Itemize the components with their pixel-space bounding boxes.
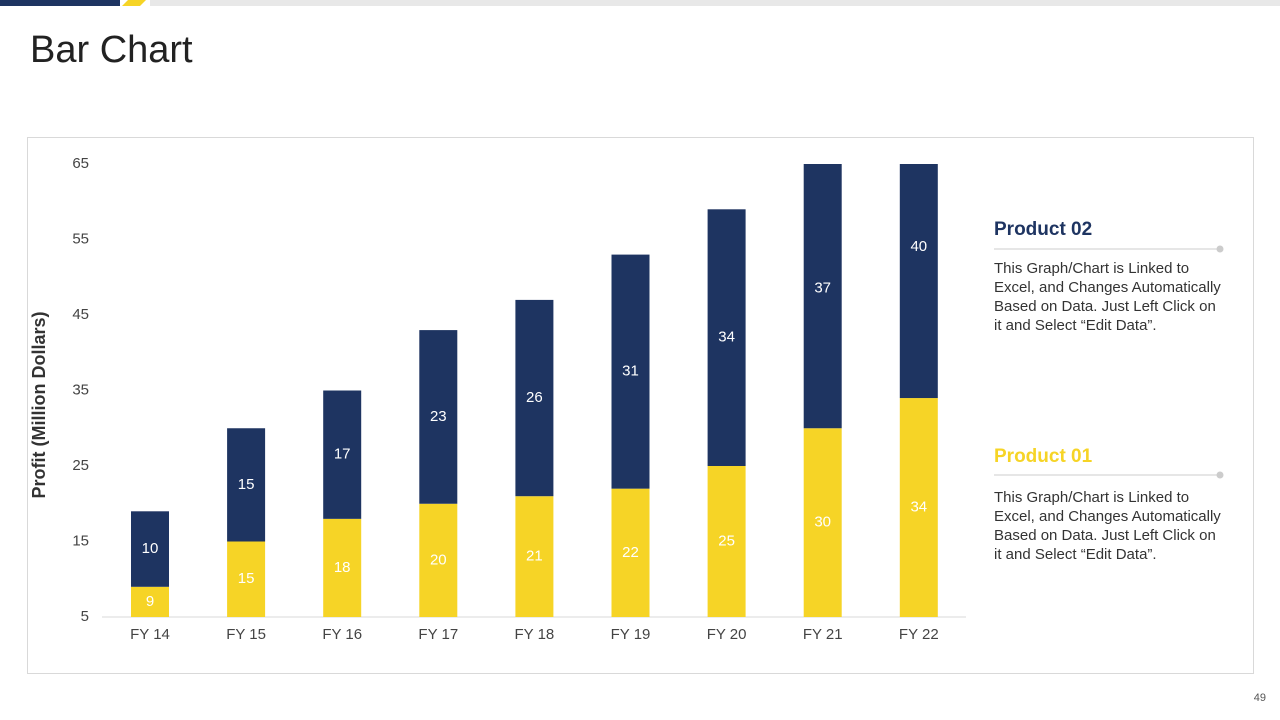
bar-segment xyxy=(515,496,554,617)
series-heading: Product 01 xyxy=(994,446,1093,467)
top-bar xyxy=(0,0,120,6)
y-tick-label: 35 xyxy=(72,381,89,398)
bar-segment xyxy=(707,209,746,467)
y-tick-label: 15 xyxy=(72,532,89,549)
bar-segment xyxy=(803,428,842,617)
data-label: 18 xyxy=(334,559,351,576)
page-number: 49 xyxy=(1254,692,1266,704)
chart-frame xyxy=(27,137,1254,674)
bar-segment xyxy=(899,164,938,399)
x-tick-label: FY 20 xyxy=(707,626,747,643)
x-tick-label: FY 22 xyxy=(899,626,939,643)
divider-dot xyxy=(1216,471,1224,479)
y-tick-label: 25 xyxy=(72,457,89,474)
data-label: 21 xyxy=(526,548,543,565)
series-heading: Product 02 xyxy=(994,219,1093,240)
note: This Graph/Chart is Linked to Excel, and… xyxy=(994,260,1221,334)
data-label: 40 xyxy=(910,238,927,255)
data-label: 37 xyxy=(814,280,831,297)
data-label: 34 xyxy=(910,498,927,515)
data-label: 17 xyxy=(334,446,351,463)
data-label: 30 xyxy=(814,514,831,531)
data-label: 15 xyxy=(238,570,255,587)
data-label: 26 xyxy=(526,389,543,406)
x-tick-label: FY 16 xyxy=(322,626,362,643)
data-label: 10 xyxy=(142,540,159,557)
note: This Graph/Chart is Linked to Excel, and… xyxy=(994,489,1221,563)
x-tick-label: FY 14 xyxy=(130,626,170,643)
bar-segment xyxy=(899,398,938,617)
x-tick-label: FY 17 xyxy=(418,626,458,643)
y-axis-label: Profit (Million Dollars) xyxy=(29,311,49,498)
bar-segment xyxy=(419,330,458,504)
bar-segment xyxy=(323,390,362,519)
x-tick-label: FY 15 xyxy=(226,626,266,643)
top-accent xyxy=(122,0,146,6)
data-label: 15 xyxy=(238,476,255,493)
top-line xyxy=(150,0,1280,6)
data-label: 23 xyxy=(430,408,447,425)
bar-segment xyxy=(131,511,169,587)
bar-segment xyxy=(227,541,266,617)
y-tick-label: 45 xyxy=(72,306,89,323)
y-tick-label: 5 xyxy=(81,608,89,625)
bar-segment xyxy=(611,488,650,617)
bar-segment xyxy=(707,466,746,617)
bar-segment xyxy=(131,586,169,617)
divider-dot xyxy=(1216,245,1224,253)
slide-title: Bar Chart xyxy=(30,29,193,71)
bar-segment xyxy=(419,503,458,617)
data-label: 34 xyxy=(718,329,735,346)
data-label: 9 xyxy=(146,593,154,610)
data-label: 31 xyxy=(622,363,639,380)
data-label: 20 xyxy=(430,551,447,568)
x-tick-label: FY 21 xyxy=(803,626,843,643)
y-tick-label: 55 xyxy=(72,230,89,247)
bar-segment xyxy=(323,518,362,617)
bar-segment xyxy=(515,299,554,497)
x-tick-label: FY 18 xyxy=(515,626,555,643)
bar-segment xyxy=(611,254,650,489)
x-tick-label: FY 19 xyxy=(611,626,651,643)
bar-segment xyxy=(227,428,266,542)
data-label: 22 xyxy=(622,544,639,561)
data-label: 25 xyxy=(718,532,735,549)
y-tick-label: 65 xyxy=(72,155,89,172)
bar-segment xyxy=(803,164,842,429)
